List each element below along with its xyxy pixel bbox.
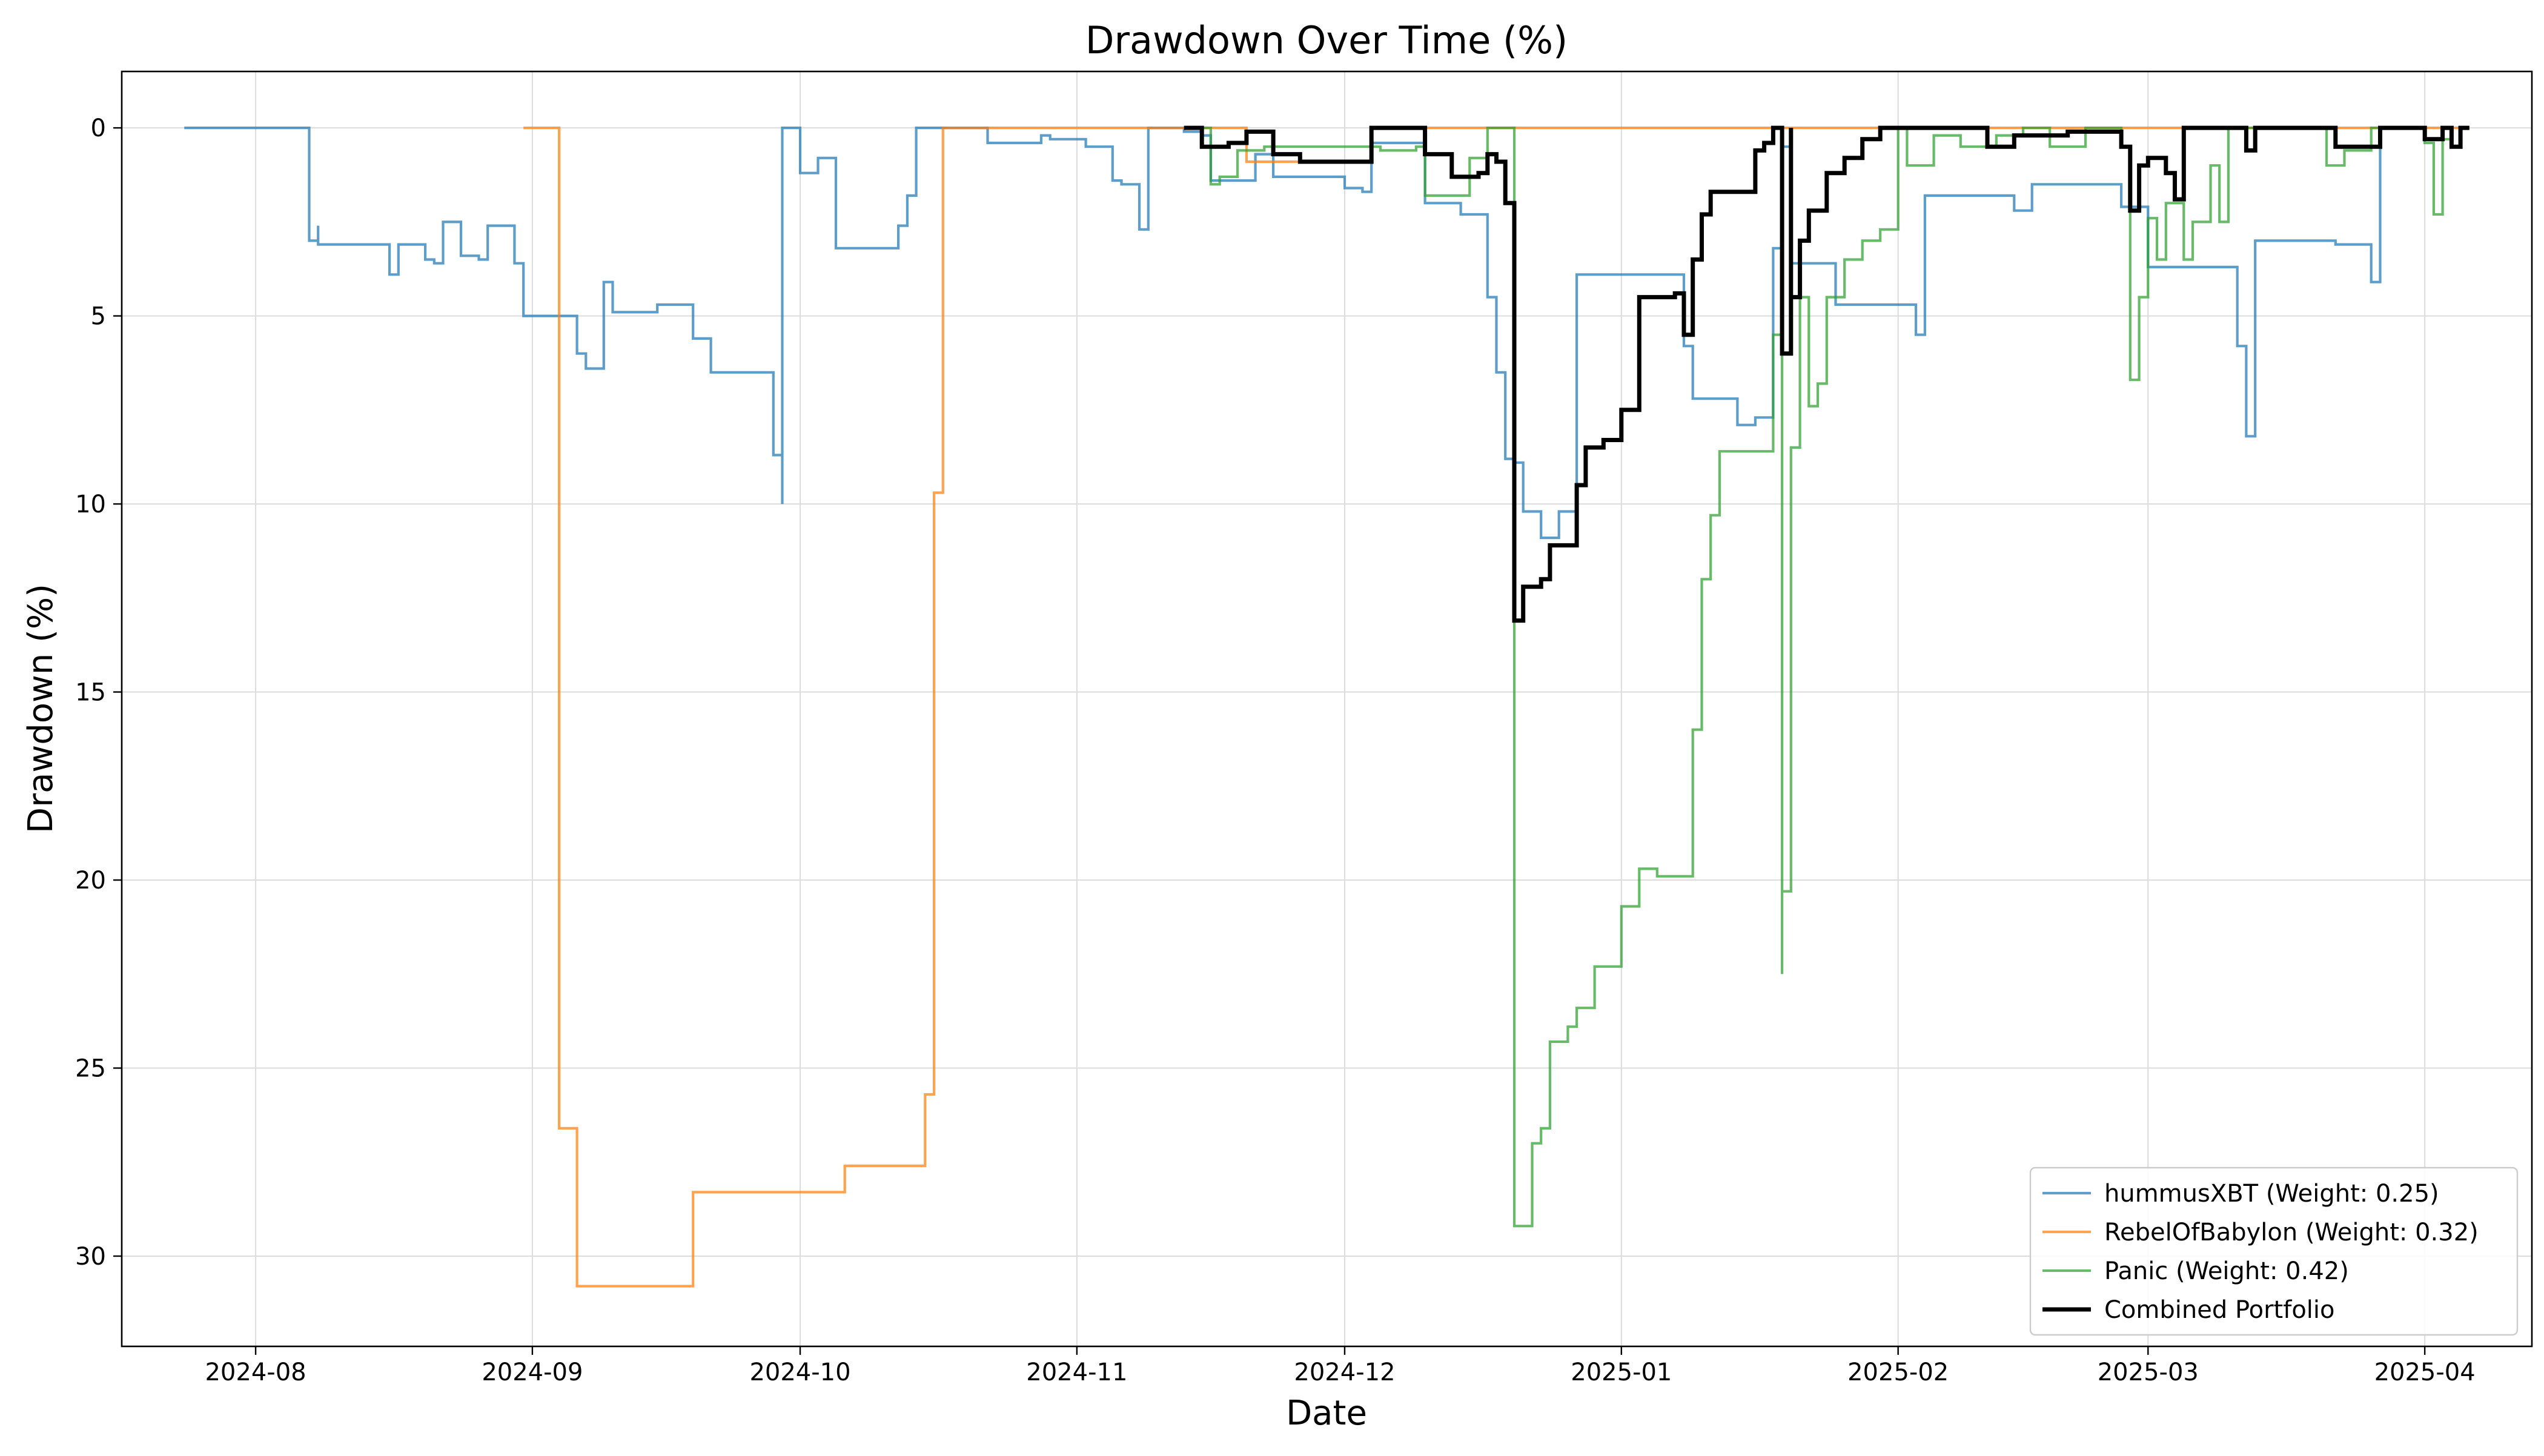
x-axis-label: Date	[1286, 1394, 1367, 1433]
series-line-3	[1184, 125, 2469, 623]
x-tick-label: 2024-09	[482, 1358, 583, 1386]
y-tick-label: 10	[75, 491, 106, 518]
x-tick-label: 2024-08	[205, 1358, 306, 1386]
y-tick-label: 25	[75, 1055, 106, 1083]
legend-label: Panic (Weight: 0.42)	[2104, 1257, 2349, 1285]
legend-label: Combined Portfolio	[2104, 1296, 2335, 1324]
series-line-2	[1193, 127, 2453, 1228]
y-tick-label: 15	[75, 679, 106, 707]
y-axis: 0 5 10 15 20 25 30	[75, 114, 122, 1271]
x-tick-label: 2025-01	[1571, 1358, 1672, 1386]
chart-title: Drawdown Over Time (%)	[1085, 18, 1568, 62]
legend-label: RebelOfBabylon (Weight: 0.32)	[2104, 1219, 2479, 1246]
legend-label: hummusXBT (Weight: 0.25)	[2104, 1180, 2439, 1208]
plot-frame	[121, 70, 2533, 1348]
y-tick-label: 5	[91, 303, 106, 331]
y-tick-label: 30	[75, 1243, 106, 1271]
x-tick-label: 2024-10	[749, 1358, 850, 1386]
legend: hummusXBT (Weight: 0.25) RebelOfBabylon (…	[2029, 1166, 2519, 1336]
x-tick-label: 2025-04	[2374, 1358, 2476, 1386]
y-tick-label: 20	[75, 867, 106, 895]
x-tick-label: 2025-03	[2098, 1358, 2199, 1386]
series-layer	[184, 125, 2469, 1288]
y-axis-label: Drawdown (%)	[21, 584, 61, 833]
x-tick-label: 2024-11	[1026, 1358, 1127, 1386]
x-tick-label: 2024-12	[1294, 1358, 1395, 1386]
legend-box	[2029, 1166, 2519, 1336]
x-tick-label: 2025-02	[1847, 1358, 1949, 1386]
x-axis: 2024-08 2024-09 2024-10 2024-11 2024-12 2025-…	[205, 1346, 2476, 1386]
y-tick-label: 0	[91, 114, 106, 142]
